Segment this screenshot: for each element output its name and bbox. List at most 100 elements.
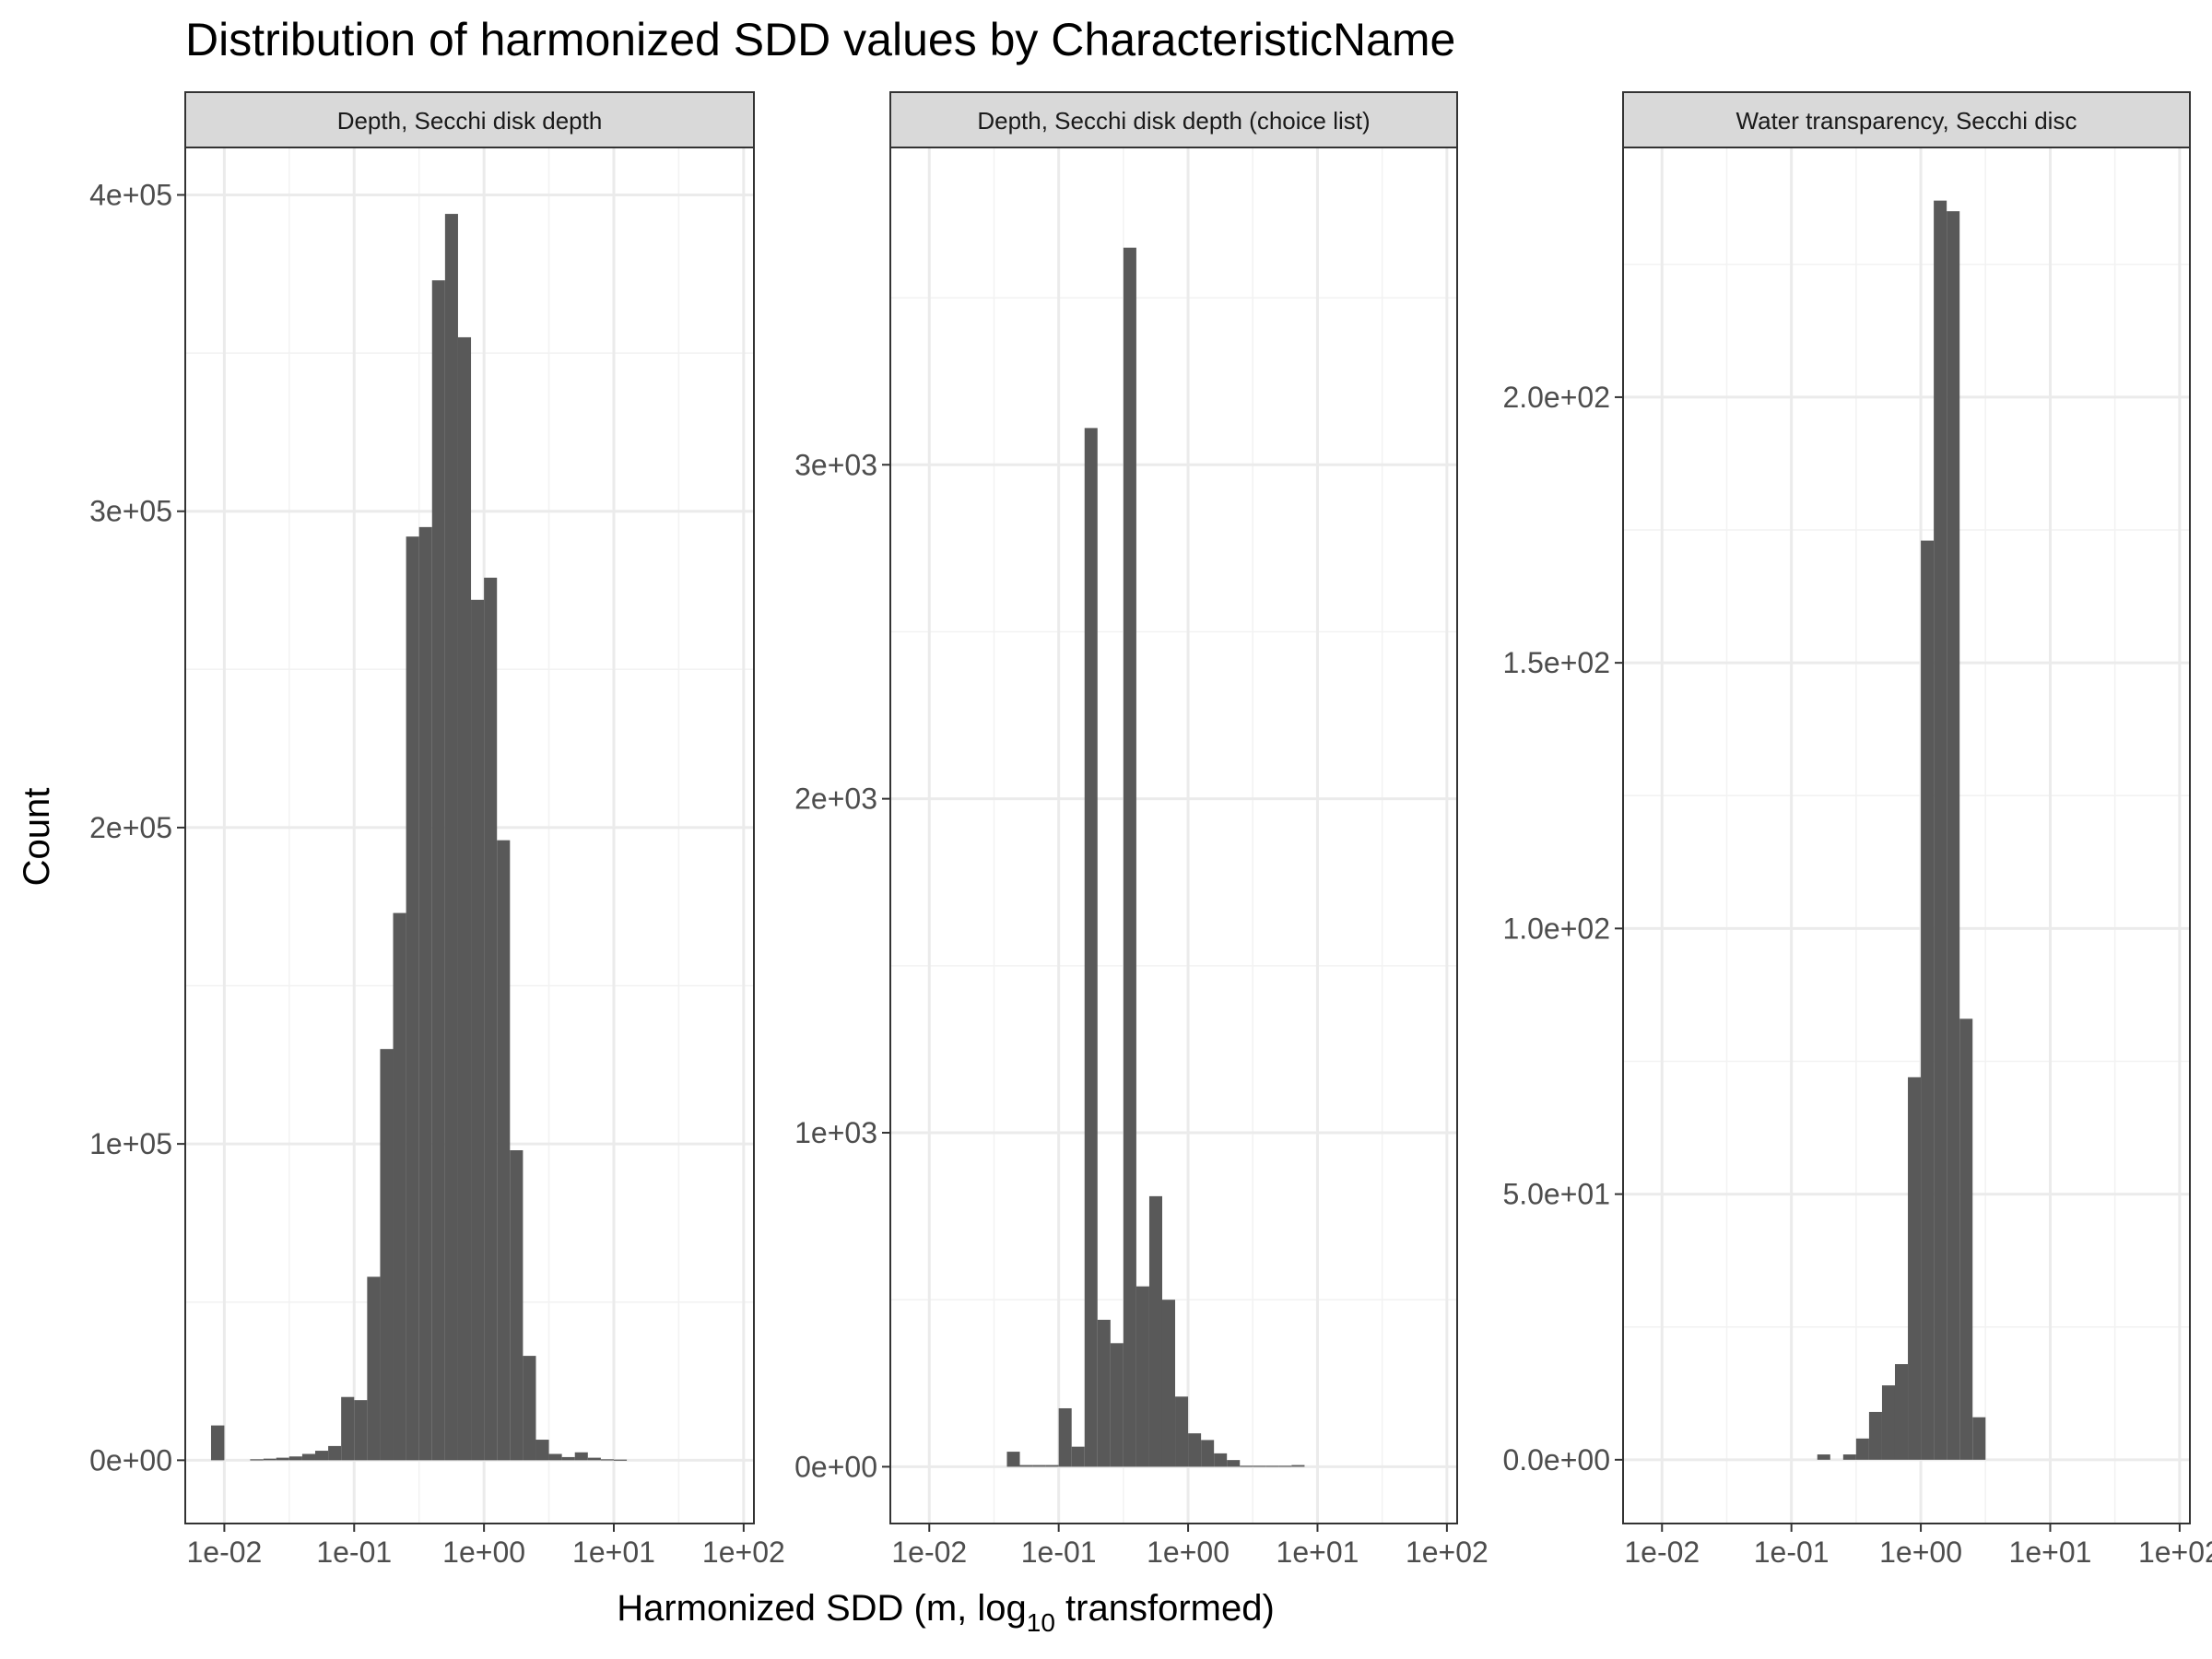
histogram-bar <box>1881 1385 1895 1460</box>
histogram-bar <box>497 840 511 1461</box>
y-tick-label: 5.0e+01 <box>1502 1178 1610 1211</box>
histogram-bar <box>548 1453 562 1461</box>
histogram-bar <box>1817 1454 1830 1460</box>
facet-strip <box>184 91 755 148</box>
histogram-bar <box>418 526 432 1461</box>
histogram-bar <box>1097 1319 1111 1467</box>
histogram-bar <box>574 1452 588 1461</box>
histogram-bar <box>431 280 445 1461</box>
x-tick-label: 1e+01 <box>2009 1535 2092 1569</box>
histogram-bar <box>1045 1465 1059 1467</box>
y-tick-label: 2.0e+02 <box>1502 381 1610 414</box>
histogram-bar <box>613 1459 628 1461</box>
histogram-bar <box>1959 1018 1973 1460</box>
histogram-bar <box>1842 1454 1856 1460</box>
y-tick-label: 1e+03 <box>794 1116 877 1149</box>
histogram-bar <box>510 1150 524 1461</box>
y-tick-label: 1e+05 <box>89 1127 172 1160</box>
panel-background <box>1623 147 2190 1524</box>
histogram-bar <box>314 1451 329 1461</box>
y-tick-label: 0.0e+00 <box>1502 1443 1610 1477</box>
x-tick-label: 1e+02 <box>702 1535 785 1569</box>
histogram-bar <box>1071 1446 1085 1467</box>
y-tick-label: 2e+03 <box>794 782 877 816</box>
histogram-bar <box>1214 1453 1228 1467</box>
x-tick-label: 1e+02 <box>2138 1535 2212 1569</box>
panel-background <box>890 147 1457 1524</box>
histogram-bar <box>484 577 498 1461</box>
histogram-bar <box>1868 1411 1882 1460</box>
histogram-bar <box>1265 1465 1279 1467</box>
histogram-bar <box>288 1456 302 1461</box>
histogram-bar <box>1972 1417 1986 1460</box>
histogram-bar <box>1148 1195 1162 1467</box>
histogram-bar <box>341 1396 355 1461</box>
y-tick-label: 0e+00 <box>794 1450 877 1483</box>
y-tick-label: 0e+00 <box>89 1443 172 1477</box>
histogram-bar <box>276 1457 289 1461</box>
histogram-bar <box>1123 247 1136 1467</box>
histogram-bar <box>561 1456 575 1461</box>
facet-panel-2: Depth, Secchi disk depth (choice list) 0e… <box>794 91 1488 1569</box>
histogram-bar <box>354 1400 368 1461</box>
histogram-bar <box>444 214 458 1461</box>
histogram-bar <box>210 1425 225 1461</box>
facet-panels: Depth, Secchi disk depth 0e+00 1e+05 2e+05 3… <box>89 91 2212 1569</box>
facet-strip-label: Water transparency, Secchi disc <box>1736 107 2077 135</box>
x-tick-label: 1e-02 <box>891 1535 967 1569</box>
histogram-bar <box>1227 1460 1241 1467</box>
x-tick-label: 1e+00 <box>1879 1535 1962 1569</box>
facet-strip-label: Depth, Secchi disk depth <box>337 107 603 135</box>
facet-panel-3: Water transparency, Secchi disc 0.0e+00 5.… <box>1502 91 2212 1569</box>
histogram-bar <box>1291 1465 1305 1467</box>
histogram-bar <box>250 1459 264 1461</box>
histogram-bar <box>1921 540 1935 1460</box>
histogram-bar <box>301 1453 315 1461</box>
histogram-bar <box>1934 200 1947 1460</box>
x-tick-label: 1e-02 <box>186 1535 262 1569</box>
facet-panel-1: Depth, Secchi disk depth 0e+00 1e+05 2e+05 3… <box>89 91 785 1569</box>
y-tick-label: 1.5e+02 <box>1502 646 1610 679</box>
x-axis-title-subscript: 10 <box>1027 1608 1055 1637</box>
x-tick-label: 1e+00 <box>1147 1535 1230 1569</box>
x-tick-label: 1e+00 <box>442 1535 525 1569</box>
x-tick-label: 1e-01 <box>1754 1535 1830 1569</box>
x-tick-label: 1e+02 <box>1406 1535 1488 1569</box>
histogram-bar <box>1908 1077 1922 1460</box>
x-tick-label: 1e-01 <box>1021 1535 1097 1569</box>
x-axis-title: Harmonized SDD (m, log10 transformed) <box>617 1588 1275 1637</box>
histogram-bar <box>1032 1465 1046 1467</box>
histogram-bar <box>1175 1396 1189 1467</box>
histogram-bar <box>406 536 419 1461</box>
histogram-bar <box>1201 1440 1215 1467</box>
chart-title: Distribution of harmonized SDD values by… <box>185 14 1455 65</box>
x-tick-label: 1e+01 <box>572 1535 655 1569</box>
histogram-bar <box>367 1277 381 1461</box>
histogram-bar <box>1253 1465 1266 1467</box>
histogram-bar <box>1006 1452 1020 1467</box>
histogram-bar <box>1188 1433 1202 1467</box>
histogram-bar <box>1855 1438 1869 1460</box>
y-tick-label: 3e+03 <box>794 448 877 481</box>
histogram-bar <box>393 912 406 1461</box>
histogram-bar <box>1135 1286 1149 1467</box>
histogram-bar <box>457 336 472 1461</box>
histogram-bar <box>600 1459 614 1461</box>
histogram-bar <box>1110 1343 1124 1467</box>
facet-strip <box>889 91 1458 148</box>
histogram-bar <box>1019 1465 1033 1467</box>
histogram-bar <box>380 1049 394 1461</box>
x-tick-label: 1e-02 <box>1624 1535 1700 1569</box>
x-tick-label: 1e-01 <box>316 1535 392 1569</box>
histogram-bar <box>263 1458 276 1461</box>
histogram-bar <box>1058 1407 1072 1467</box>
histogram-bar <box>523 1356 536 1461</box>
x-axis-title-suffix: transformed) <box>1055 1588 1275 1629</box>
x-axis-title-prefix: Harmonized SDD (m, log <box>617 1588 1027 1629</box>
histogram-bar <box>1894 1364 1909 1460</box>
y-tick-label: 2e+05 <box>89 811 172 844</box>
y-tick-label: 4e+05 <box>89 178 172 211</box>
histogram-bar <box>1240 1465 1253 1467</box>
histogram-bar <box>1084 428 1098 1467</box>
